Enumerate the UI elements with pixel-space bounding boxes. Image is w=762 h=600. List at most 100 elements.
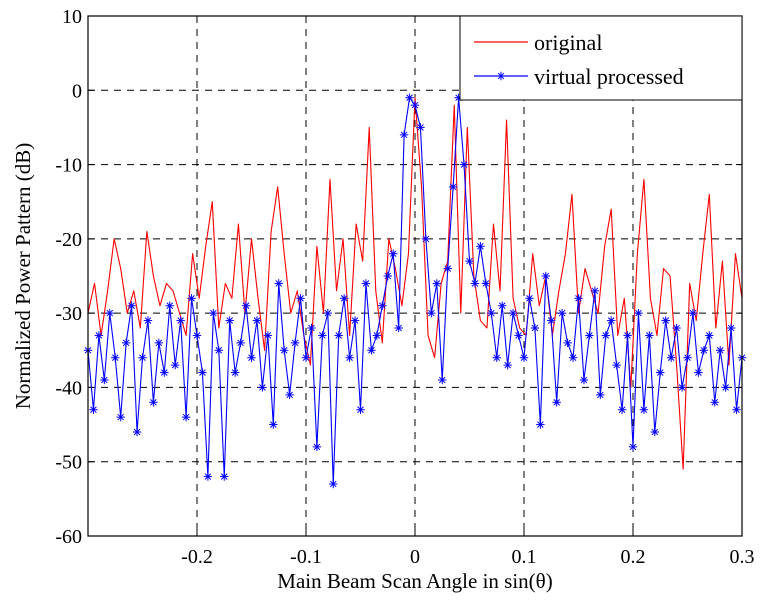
y-tick-label-2: -40 [55, 377, 82, 399]
series-virtual-processed-marker-47 [339, 294, 349, 303]
series-virtual-processed-marker-16 [171, 360, 180, 370]
series-virtual-processed-marker-44 [323, 308, 332, 318]
series-virtual-processed-marker-57-stroke-3 [395, 324, 402, 332]
series-virtual-processed-marker-48 [345, 353, 354, 362]
series-virtual-processed-marker-67-stroke-3 [449, 183, 457, 191]
series-virtual-processed-marker-54 [378, 301, 387, 310]
series-virtual-processed-marker-5 [111, 353, 120, 362]
series-virtual-processed-marker-108-stroke-3 [673, 324, 680, 332]
series-virtual-processed-marker-86 [552, 398, 561, 407]
series-virtual-processed-marker-11-stroke-3 [144, 317, 152, 324]
series-virtual-processed-marker-93-stroke-3 [591, 287, 599, 295]
series-virtual-processed-marker-21-stroke-3 [199, 369, 206, 376]
series-virtual-processed-marker-22 [203, 472, 213, 481]
series-virtual-processed-marker-84 [541, 271, 550, 281]
series-virtual-processed-marker-23 [209, 308, 218, 318]
series-virtual-processed-marker-55-stroke-3 [384, 272, 392, 280]
series-virtual-processed-marker-58 [399, 130, 409, 140]
legend-box [459, 15, 743, 101]
grid [88, 16, 742, 536]
series-virtual-processed-marker-4-stroke-3 [106, 309, 114, 317]
series-virtual-processed-marker-102 [639, 405, 649, 414]
series-virtual-processed-marker-39-stroke-3 [297, 294, 304, 302]
series-virtual-processed-marker-30-stroke-3 [248, 354, 255, 362]
series-virtual-processed-marker-103-stroke-3 [646, 332, 653, 339]
series-virtual-processed-marker-24-stroke-3 [215, 346, 223, 354]
series-virtual-processed-marker-117 [721, 383, 730, 392]
series-virtual-processed-marker-83 [536, 420, 545, 429]
series-virtual-processed-marker-15-stroke-3 [166, 302, 174, 310]
series-virtual-processed-marker-26 [225, 316, 234, 325]
series-virtual-processed-marker-19-stroke-3 [188, 294, 195, 302]
tick-labels: -0.2 -0.1 0 0.1 0.2 0.3 -60 -50 -40 -30 -20 -10 0 10 [55, 6, 754, 568]
series-virtual-processed-marker-40 [301, 353, 311, 362]
series-virtual-processed-marker-80 [519, 353, 529, 362]
series-virtual-processed-marker-38 [290, 338, 300, 348]
series-virtual-processed-marker-36-stroke-3 [280, 346, 288, 354]
series-virtual-processed-marker-50-stroke-3 [357, 406, 364, 414]
series-virtual-processed-marker-104-stroke-3 [651, 428, 659, 436]
legend-virtual-asterisk [496, 71, 506, 81]
series-virtual-processed-marker-109 [677, 383, 687, 392]
series-virtual-processed-marker-91 [579, 375, 589, 385]
series-virtual-processed-marker-29 [241, 301, 251, 310]
legend-virtual-label: virtual processed [534, 64, 684, 89]
series-virtual-processed-marker-3-stroke-3 [101, 376, 108, 384]
series-virtual-processed-marker-54-stroke-3 [379, 302, 386, 310]
series-virtual-processed-marker-55 [383, 271, 392, 281]
series-virtual-processed-marker-110-stroke-3 [684, 354, 691, 362]
series-virtual-processed-marker-32 [258, 383, 267, 392]
series-virtual-processed-marker-5-stroke-3 [111, 354, 119, 362]
series-virtual-processed-marker-79 [514, 331, 523, 340]
series-virtual-processed-marker-72-stroke-3 [477, 242, 484, 250]
series-virtual-processed-marker-46 [334, 331, 343, 340]
series-virtual-processed-marker-29-stroke-3 [242, 302, 250, 310]
series-virtual-processed-marker-108 [672, 323, 681, 333]
series-virtual-processed-marker-3 [100, 375, 109, 385]
series-virtual-processed-marker-26-stroke-3 [226, 317, 233, 324]
series-virtual-processed-marker-9-stroke-3 [133, 428, 141, 436]
series-virtual-processed-marker-87-stroke-3 [558, 309, 566, 317]
series-virtual-processed-marker-116 [716, 346, 725, 355]
y-tick-label-7: 10 [62, 6, 82, 28]
series-virtual-processed-marker-107-stroke-3 [667, 354, 675, 362]
series-virtual-processed-marker-89 [568, 353, 578, 362]
series-virtual-processed-marker-78 [508, 308, 518, 318]
y-tick-label-5: -10 [55, 155, 82, 177]
series-virtual-processed-marker-90-stroke-3 [575, 294, 582, 302]
series-virtual-processed-marker-15 [165, 301, 174, 310]
series-virtual-processed-marker-74-stroke-3 [488, 309, 495, 317]
series-virtual-processed-marker-65-stroke-3 [438, 376, 446, 384]
series-virtual-processed-marker-80-stroke-3 [520, 354, 528, 362]
series-virtual-processed-marker-43-stroke-3 [319, 332, 326, 339]
series-virtual-processed-marker-75 [492, 353, 501, 362]
series-virtual-processed-marker-99-stroke-3 [624, 332, 631, 339]
series-virtual-processed-marker-89-stroke-3 [569, 354, 577, 362]
series-virtual-processed-marker-60 [410, 100, 420, 110]
series-virtual-processed-marker-79-stroke-3 [515, 332, 522, 339]
series-virtual-processed-marker-17 [176, 316, 185, 325]
x-tick-label-1: -0.1 [290, 546, 322, 568]
series-virtual-processed-marker-21 [198, 368, 207, 377]
series-virtual-processed-marker-61 [416, 123, 425, 132]
series-virtual-processed-marker-30 [247, 353, 256, 362]
series-virtual-processed-marker-49 [350, 316, 360, 325]
series-virtual-processed-marker-106-stroke-3 [662, 317, 669, 324]
series-virtual-processed-marker-24 [214, 346, 223, 355]
series-virtual-processed-marker-28-stroke-3 [237, 339, 244, 347]
series-virtual-processed-marker-57 [394, 323, 403, 333]
series-virtual-processed-marker-10 [138, 353, 147, 362]
series-virtual-processed-marker-111-stroke-3 [689, 309, 697, 317]
series-virtual-processed-marker-63 [427, 308, 436, 318]
series-virtual-processed-marker-69-stroke-3 [460, 161, 468, 168]
series-virtual-processed-marker-87 [557, 308, 567, 318]
series-virtual-processed-marker-13 [154, 338, 164, 348]
series-virtual-processed-marker-100 [628, 442, 638, 452]
series-virtual-processed-marker-65 [438, 375, 447, 385]
y-tick-label-4: -20 [55, 229, 82, 251]
series-virtual-processed-marker-58-stroke-3 [400, 131, 408, 139]
series-virtual-processed-marker-97-stroke-3 [613, 361, 620, 369]
series-virtual-processed-marker-102-stroke-3 [640, 406, 648, 414]
series-virtual-processed-marker-106 [661, 316, 670, 325]
series-virtual-processed-marker-62 [421, 234, 431, 244]
